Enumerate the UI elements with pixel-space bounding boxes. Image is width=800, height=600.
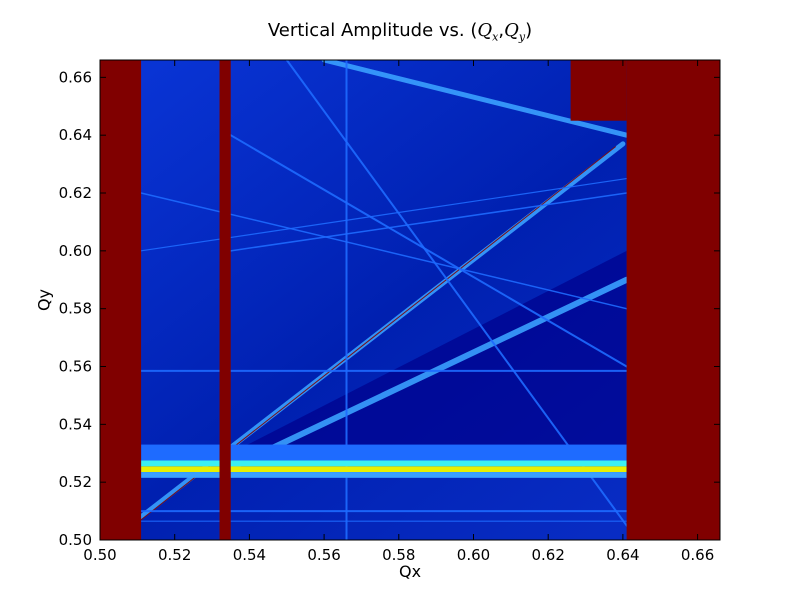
x-tick-label: 0.58 — [382, 546, 415, 564]
x-tick-label: 0.56 — [307, 546, 340, 564]
chart-title: Vertical Amplitude vs. (Qx,Qy) — [0, 20, 800, 44]
y-tick-label: 0.66 — [59, 68, 92, 86]
heatmap-low-region — [230, 250, 627, 454]
title-prefix: Vertical Amplitude vs. ( — [267, 20, 478, 41]
y-tick-label: 0.62 — [59, 184, 92, 202]
x-tick-label: 0.60 — [457, 546, 490, 564]
saturated-region-3 — [626, 60, 720, 540]
x-axis: 0.50 0.52 0.54 0.56 0.58 0.60 0.62 0.64 0.66 — [83, 60, 714, 564]
title-suffix: ) — [525, 20, 533, 41]
band-1 — [141, 466, 627, 473]
title-qy: Q — [504, 20, 519, 41]
y-tick-label: 0.64 — [59, 126, 92, 144]
x-tick-label: 0.54 — [233, 546, 266, 564]
x-axis-label: Qx — [398, 562, 422, 581]
band-2 — [141, 460, 627, 467]
x-tick-label: 0.64 — [606, 546, 639, 564]
x-tick-label: 0.52 — [158, 546, 191, 564]
resonance-line-7 — [229, 192, 628, 252]
title-qy-sub: y — [518, 30, 526, 44]
x-tick-label: 0.50 — [83, 546, 116, 564]
y-axis-label: Qy — [34, 288, 54, 312]
resonance-line-3 — [227, 276, 630, 471]
x-tick-label: 0.62 — [531, 546, 564, 564]
y-tick-label: 0.54 — [59, 415, 92, 433]
y-tick-label: 0.58 — [59, 300, 92, 318]
resonance-line-4 — [229, 134, 628, 368]
title-qx: Q — [477, 20, 493, 41]
saturated-region-2 — [219, 60, 231, 540]
y-tick-label: 0.50 — [59, 531, 92, 549]
title-qx-sub: x — [492, 30, 499, 44]
saturated-region-1 — [100, 60, 142, 540]
plot-content — [100, 60, 720, 540]
x-tick-label: 0.66 — [681, 546, 714, 564]
y-tick-label: 0.56 — [59, 358, 92, 376]
y-tick-label: 0.60 — [59, 242, 92, 260]
saturated-region-4 — [570, 60, 627, 121]
y-tick-label: 0.52 — [59, 473, 92, 491]
y-axis: 0.50 0.52 0.54 0.56 0.58 0.60 0.62 0.64 0.66 — [59, 68, 720, 549]
band-4 — [141, 444, 627, 461]
plot-frame — [99, 59, 721, 541]
resonance-line-6 — [321, 60, 630, 138]
band-3 — [141, 472, 627, 478]
title-sep: , — [498, 20, 505, 41]
